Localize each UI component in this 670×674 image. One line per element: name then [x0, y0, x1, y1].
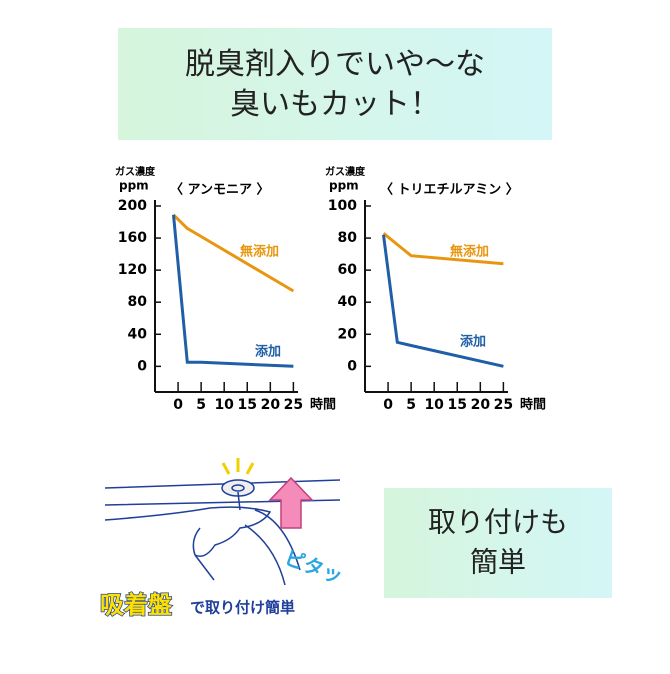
- y-tick-label: 0: [347, 358, 357, 374]
- x-tick-label: 20: [261, 397, 281, 413]
- chart-title: 〈 アンモニア 〉: [170, 182, 270, 198]
- x-tick-label: 5: [196, 397, 206, 413]
- x-tick-label: 0: [173, 397, 183, 413]
- series-label: 無添加: [450, 244, 489, 260]
- x-tick-label: 20: [471, 397, 491, 413]
- series-line: [172, 213, 295, 293]
- x-tick-label: 5: [406, 397, 416, 413]
- series-label: 添加: [460, 334, 486, 350]
- banner-line: 脱臭剤入りでいや～な: [185, 47, 485, 82]
- y-unit: ppm: [329, 179, 359, 193]
- y-tick-label: 20: [338, 326, 358, 342]
- y-tick-label: 40: [338, 294, 358, 310]
- x-tick-label: 0: [383, 397, 393, 413]
- x-tick-label: 25: [494, 397, 513, 413]
- y-label: ガス濃度: [115, 165, 156, 178]
- y-tick-label: 200: [118, 198, 147, 214]
- series-label: 添加: [255, 344, 281, 360]
- feature-line: 簡単: [470, 546, 526, 579]
- x-label: 時間: [520, 397, 546, 413]
- banner-bg: [118, 28, 552, 140]
- y-tick-label: 60: [338, 262, 358, 278]
- arrow: [268, 476, 314, 529]
- y-tick-label: 80: [338, 230, 358, 246]
- feature-box-bg: [384, 488, 612, 598]
- caption-rest: で取り付け簡単: [190, 599, 295, 617]
- y-unit: ppm: [119, 179, 149, 193]
- feature-line: 取り付けも: [428, 506, 568, 539]
- sound-effect: ピタッ: [281, 545, 346, 588]
- x-tick-label: 25: [284, 397, 303, 413]
- banner-line: 臭いもカット！: [230, 87, 440, 122]
- x-tick-label: 15: [448, 397, 467, 413]
- chart-title: 〈 トリエチルアミン 〉: [380, 182, 519, 198]
- y-tick-label: 100: [328, 198, 357, 214]
- y-tick-label: 40: [128, 326, 148, 342]
- caption-main: 吸着盤: [100, 591, 173, 619]
- series-line: [382, 232, 504, 266]
- x-tick-label: 15: [238, 397, 257, 413]
- y-tick-label: 160: [118, 230, 147, 246]
- series-label: 無添加: [240, 244, 279, 260]
- x-tick-label: 10: [424, 397, 444, 413]
- series-line: [172, 214, 294, 368]
- x-label: 時間: [310, 397, 336, 413]
- burst: [221, 458, 255, 475]
- series-line: [382, 234, 504, 368]
- y-tick-label: 120: [118, 262, 147, 278]
- x-tick-label: 10: [214, 397, 234, 413]
- illustration: [104, 479, 341, 586]
- y-tick-label: 0: [137, 358, 147, 374]
- y-tick-label: 80: [128, 294, 148, 310]
- y-label: ガス濃度: [325, 165, 366, 178]
